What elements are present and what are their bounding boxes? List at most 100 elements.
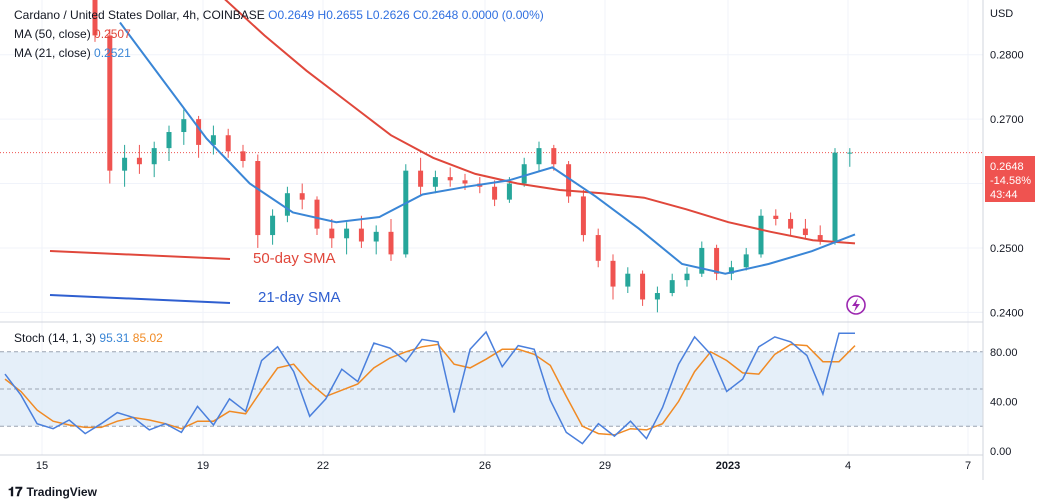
stoch-axis-ticks: 80.00 40.00 0.00 xyxy=(990,347,1018,458)
candle-body xyxy=(151,148,157,165)
candle-body xyxy=(699,247,705,274)
candle xyxy=(684,267,690,287)
candle-body xyxy=(773,215,779,219)
candle xyxy=(418,157,424,197)
candle-body xyxy=(284,193,290,216)
ma50-legend-label: MA (50, close) xyxy=(14,27,91,41)
candle-body xyxy=(299,193,305,200)
candle xyxy=(358,215,364,248)
stoch-tick-label: 40.00 xyxy=(990,396,1018,408)
candle xyxy=(773,209,779,226)
candle xyxy=(181,109,187,145)
candle xyxy=(210,125,216,155)
candle-body xyxy=(625,273,631,287)
ma50-legend: MA (50, close) 0.2507 xyxy=(14,27,131,41)
ma21-legend-label: MA (21, close) xyxy=(14,46,91,60)
candle xyxy=(669,273,675,297)
candle-body xyxy=(492,186,498,200)
candle-body xyxy=(758,215,764,255)
candle xyxy=(580,189,586,242)
candle-body xyxy=(255,161,261,236)
candle-body xyxy=(536,148,542,165)
last-price-change: -14.58% xyxy=(990,175,1031,187)
candle-body xyxy=(847,152,853,154)
candle-body xyxy=(714,247,720,274)
candle-body xyxy=(136,157,142,165)
candle-body xyxy=(373,231,379,242)
candle-body xyxy=(684,273,690,281)
candle-body xyxy=(418,170,424,187)
sma21-annotation-line xyxy=(49,294,231,304)
candle xyxy=(240,144,246,168)
candle-body xyxy=(388,231,394,255)
candle xyxy=(299,183,305,210)
candle xyxy=(432,170,438,194)
sma50-annotation-line xyxy=(49,250,231,260)
stoch-tick-label: 80.00 xyxy=(990,347,1018,359)
candle-body xyxy=(728,267,734,274)
candle-body xyxy=(344,228,350,239)
stoch-legend-label: Stoch (14, 1, 3) xyxy=(14,331,97,345)
candle-body xyxy=(358,228,364,242)
candle-body xyxy=(107,35,113,171)
candle xyxy=(714,244,720,281)
candlestick-series xyxy=(92,0,853,313)
branding-label: TradingView xyxy=(26,485,97,499)
price-tick-label: 0.2400 xyxy=(990,307,1024,319)
candle xyxy=(151,141,157,178)
candle xyxy=(122,144,128,187)
time-tick-label: 15 xyxy=(36,460,48,472)
ohlc-close: C0.2648 xyxy=(412,8,459,22)
candle xyxy=(373,225,379,255)
ohlc-change: 0.0000 (0.00%) xyxy=(461,8,544,22)
stoch-tick-label: 0.00 xyxy=(990,446,1011,458)
candle-body xyxy=(802,228,808,236)
candle-body xyxy=(181,119,187,133)
candle xyxy=(492,180,498,207)
candle-body xyxy=(640,273,646,300)
price-tick-label: 0.2700 xyxy=(990,114,1024,126)
price-tick-label: 0.2500 xyxy=(990,243,1024,255)
candle-body xyxy=(506,183,512,200)
candle-body xyxy=(743,254,749,268)
ma21-legend-value: 0.2521 xyxy=(94,46,131,60)
candle xyxy=(314,196,320,236)
candle-body xyxy=(669,280,675,294)
candle xyxy=(595,228,601,268)
candle xyxy=(166,125,172,161)
stoch-legend: Stoch (14, 1, 3) 95.31 85.02 xyxy=(14,331,163,345)
bar-countdown: 43:44 xyxy=(990,189,1018,201)
candle-body xyxy=(92,0,98,36)
time-tick-label: 26 xyxy=(479,460,491,472)
candle-body xyxy=(566,164,572,197)
price-tick-label: 0.2800 xyxy=(990,50,1024,62)
lightning-icon[interactable] xyxy=(846,295,866,315)
candle-body xyxy=(314,199,320,229)
candle xyxy=(832,148,838,245)
stoch-k-value: 95.31 xyxy=(99,331,130,345)
candle xyxy=(728,260,734,281)
candle xyxy=(625,267,631,294)
tradingview-logo: 𝟏𝟕 TradingView xyxy=(8,484,97,500)
candle xyxy=(654,286,660,313)
candle xyxy=(329,218,335,248)
candle xyxy=(699,241,705,277)
candle xyxy=(802,218,808,239)
candle xyxy=(344,222,350,255)
candle-body xyxy=(788,218,794,229)
candle-body xyxy=(551,148,557,165)
candle-body xyxy=(403,170,409,255)
ma21-line xyxy=(119,21,856,275)
candle-body xyxy=(595,235,601,261)
ohlc-low: L0.2626 xyxy=(366,8,410,22)
stoch-k-line xyxy=(4,330,855,445)
candle xyxy=(521,157,527,187)
candle-body xyxy=(122,157,128,171)
symbol-legend: Cardano / United States Dollar, 4h, COIN… xyxy=(14,8,544,22)
ohlc-high: H0.2655 xyxy=(317,8,363,22)
candle xyxy=(758,209,764,258)
candle xyxy=(447,167,453,187)
candle xyxy=(847,148,853,167)
candle-body xyxy=(240,151,246,161)
